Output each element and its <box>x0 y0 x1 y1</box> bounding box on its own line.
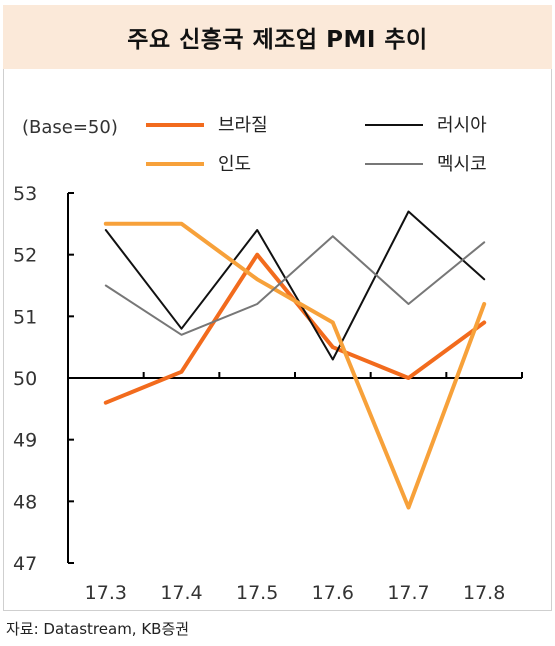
x-tick-label: 17.7 <box>387 582 429 604</box>
y-tick-label: 53 <box>13 183 37 205</box>
x-axis: 17.3 17.4 17.5 17.6 17.7 17.8 <box>68 372 523 604</box>
y-tick-label: 47 <box>13 553 37 575</box>
y-tick-label: 52 <box>13 245 37 267</box>
y-tick-label: 50 <box>13 368 37 390</box>
chart-title-bar: 주요 신흥국 제조업 PMI 추이 <box>3 5 552 69</box>
x-tick-label: 17.6 <box>312 582 354 604</box>
legend-label: 인도 <box>218 154 251 175</box>
x-tick-label: 17.5 <box>236 582 278 604</box>
y-tick-label: 48 <box>13 491 37 513</box>
series-line <box>103 221 487 510</box>
chart-title: 주요 신흥국 제조업 PMI 추이 <box>127 27 428 53</box>
y-tick-label: 49 <box>13 430 37 452</box>
source-note: 자료: Datastream, KB증권 <box>6 620 190 638</box>
series-lines <box>103 210 487 510</box>
series-line <box>104 210 486 361</box>
frame-left-border <box>3 69 4 611</box>
y-tick-label: 51 <box>13 306 37 328</box>
x-tick-label: 17.4 <box>160 582 202 604</box>
x-tick-label: 17.3 <box>85 582 127 604</box>
frame-right-border <box>551 69 552 611</box>
legend-label: 브라질 <box>218 115 268 136</box>
x-tick-label: 17.8 <box>463 582 505 604</box>
series-line <box>104 235 486 336</box>
unit-label: (Base=50) <box>22 117 118 138</box>
legend-label: 러시아 <box>437 115 487 136</box>
y-axis: 47 48 49 50 51 52 53 <box>13 183 74 575</box>
series-line <box>103 252 487 405</box>
legend-label: 멕시코 <box>437 154 487 175</box>
frame-bottom-border <box>3 610 552 611</box>
